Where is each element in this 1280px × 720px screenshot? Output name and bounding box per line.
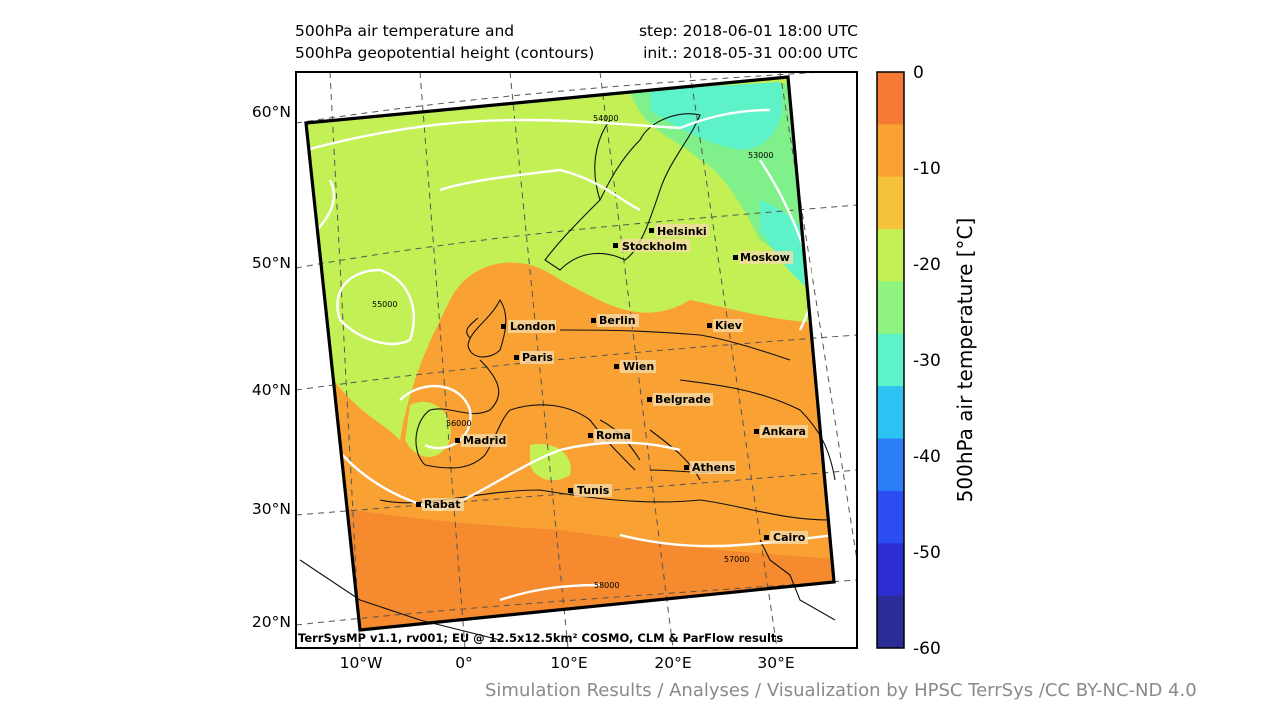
run-info: step: 2018-06-01 18:00 UTC init.: 2018-0… bbox=[560, 20, 858, 64]
map-frame bbox=[295, 71, 858, 649]
colorbar-tick: -60 bbox=[913, 639, 941, 659]
colorbar-tick: -50 bbox=[913, 543, 941, 563]
city-tunis: Tunis bbox=[568, 484, 612, 497]
city-paris: Paris bbox=[514, 351, 554, 364]
city-label: Roma bbox=[596, 429, 631, 442]
city-label: Kiev bbox=[715, 319, 743, 332]
city-label: Stockholm bbox=[622, 240, 687, 253]
city-label: Helsinki bbox=[657, 225, 707, 238]
lat-label: 30°N bbox=[252, 500, 291, 518]
colorbar-segment bbox=[877, 490, 904, 544]
colorbar-segment bbox=[877, 229, 904, 282]
colorbar-segment bbox=[877, 333, 904, 387]
lon-label: 0° bbox=[455, 654, 473, 672]
city-roma: Roma bbox=[588, 429, 632, 442]
colorbar-segment bbox=[877, 72, 904, 125]
city-stockholm: Stockholm bbox=[613, 239, 690, 253]
colorbar-segment bbox=[877, 438, 904, 492]
colorbar-segment bbox=[877, 543, 904, 597]
city-rabat: Rabat bbox=[416, 498, 464, 511]
city-label: Paris bbox=[522, 351, 553, 364]
city-cairo: Cairo bbox=[764, 531, 808, 544]
colorbar-segment bbox=[877, 386, 904, 440]
city-athens: Athens bbox=[684, 461, 736, 474]
colorbar-ticks: 0 -10 -20 -30 -40 -50 -60 bbox=[913, 63, 941, 659]
city-berlin: Berlin bbox=[591, 314, 639, 327]
city-label: Athens bbox=[692, 461, 736, 474]
city-wien: Wien bbox=[614, 360, 656, 373]
tunis-cool-region bbox=[530, 444, 571, 481]
city-label: Cairo bbox=[773, 531, 806, 544]
colorbar-segment bbox=[877, 281, 904, 335]
colorbar-segment bbox=[877, 124, 904, 178]
colorbar-segment bbox=[877, 595, 904, 649]
contour-label: 57000 bbox=[724, 555, 749, 564]
contour-label: 54000 bbox=[593, 114, 618, 123]
city-belgrade: Belgrade bbox=[647, 393, 713, 406]
colorbar-tick: 0 bbox=[913, 63, 924, 83]
colorbar-tick: -10 bbox=[913, 159, 941, 179]
lat-label: 40°N bbox=[252, 381, 291, 399]
city-label: Wien bbox=[623, 360, 654, 373]
step-time: step: 2018-06-01 18:00 UTC bbox=[638, 22, 858, 40]
contour-label: 58000 bbox=[594, 581, 619, 590]
city-label: Belgrade bbox=[655, 393, 711, 406]
contour-label: 55000 bbox=[372, 300, 397, 309]
contour-label: 56000 bbox=[446, 419, 471, 428]
map-title: 500hPa air temperature and 500hPa geopot… bbox=[295, 20, 594, 64]
latitude-labels: 60°N 50°N 40°N 30°N 20°N bbox=[252, 103, 291, 631]
lon-label: 30°E bbox=[757, 654, 794, 672]
city-helsinki: Helsinki bbox=[649, 224, 709, 238]
city-label: Moskow bbox=[740, 251, 790, 264]
city-label: Ankara bbox=[762, 425, 806, 438]
model-note: TerrSysMP v1.1, rv001; EU @ 12.5x12.5km²… bbox=[298, 631, 783, 645]
colorbar-frame bbox=[876, 71, 905, 649]
city-moskow: Moskow bbox=[733, 251, 793, 264]
title-line-2: 500hPa geopotential height (contours) bbox=[295, 44, 595, 62]
city-label: Tunis bbox=[577, 484, 610, 497]
city-label: Berlin bbox=[599, 314, 636, 327]
contour-label: 53000 bbox=[748, 151, 773, 160]
city-label: London bbox=[510, 320, 556, 333]
city-kiev: Kiev bbox=[707, 319, 743, 332]
lat-label: 20°N bbox=[252, 613, 291, 631]
init-time: init.: 2018-05-31 00:00 UTC bbox=[643, 44, 858, 62]
city-label: Madrid bbox=[463, 434, 506, 447]
lon-label: 20°E bbox=[654, 654, 691, 672]
lat-label: 50°N bbox=[252, 254, 291, 272]
colorbar-tick: -30 bbox=[913, 351, 941, 371]
city-markers: Helsinki Stockholm Moskow London Berlin … bbox=[416, 224, 808, 544]
model-domain-outline bbox=[304, 75, 836, 632]
city-madrid: Madrid bbox=[455, 434, 507, 447]
colorbar bbox=[876, 71, 905, 649]
city-london: London bbox=[501, 320, 556, 333]
credit-line: Simulation Results / Analyses / Visualiz… bbox=[485, 680, 1197, 701]
city-ankara: Ankara bbox=[754, 425, 808, 438]
title-line-1: 500hPa air temperature and bbox=[295, 22, 515, 40]
lon-label: 10°W bbox=[340, 654, 383, 672]
contour-labels: 54000 53000 55000 56000 57000 58000 bbox=[372, 114, 773, 590]
lat-label: 60°N bbox=[252, 103, 291, 121]
lon-label: 10°E bbox=[550, 654, 587, 672]
colorbar-tick: -20 bbox=[913, 255, 941, 275]
longitude-labels: 10°W 0° 10°E 20°E 30°E bbox=[340, 654, 795, 672]
geopotential-contours bbox=[305, 108, 835, 602]
colorbar-label: 500hPa air temperature [°C] bbox=[953, 218, 977, 503]
colorbar-tick: -40 bbox=[913, 447, 941, 467]
city-label: Rabat bbox=[424, 498, 460, 511]
colorbar-segment bbox=[877, 176, 904, 230]
